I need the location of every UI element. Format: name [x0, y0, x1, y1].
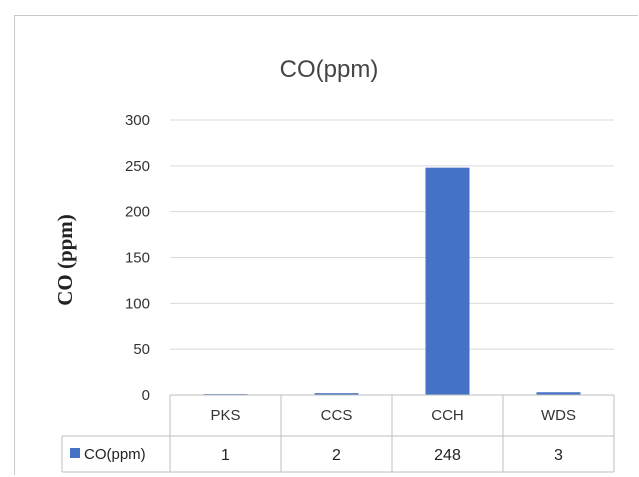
bar-wds — [536, 392, 581, 395]
y-tick-label: 200 — [125, 204, 150, 221]
x-category-label: WDS — [541, 407, 576, 424]
bars — [203, 167, 581, 395]
y-tick-label: 300 — [125, 112, 150, 129]
y-tick-labels: 0 50 100 150 200 250 300 — [125, 112, 150, 404]
gridlines — [170, 119, 614, 350]
bar-cch — [425, 167, 470, 395]
chart-frame — [14, 15, 638, 475]
y-tick-label: 150 — [125, 250, 150, 267]
y-tick-label: 50 — [133, 341, 150, 358]
data-table: PKS 1 CCS 2 CCH 248 WDS 3 CO(ppm) — [61, 394, 615, 473]
legend-key — [70, 448, 80, 458]
y-tick-label: 100 — [125, 295, 150, 312]
x-category-label: CCH — [431, 407, 464, 424]
x-category-label: CCS — [321, 407, 353, 424]
legend-label: CO(ppm) — [84, 446, 146, 463]
y-tick-label: 250 — [125, 158, 150, 175]
bar-ccs — [314, 393, 359, 395]
data-value-label: 3 — [554, 447, 563, 464]
y-tick-label: 0 — [142, 387, 150, 404]
chart-title: CO(ppm) — [280, 56, 379, 83]
x-category-label: PKS — [210, 407, 240, 424]
data-value-label: 2 — [332, 447, 341, 464]
data-value-label: 248 — [434, 447, 461, 464]
y-axis-label: CO (ppm) — [53, 214, 77, 306]
data-value-label: 1 — [221, 447, 230, 464]
